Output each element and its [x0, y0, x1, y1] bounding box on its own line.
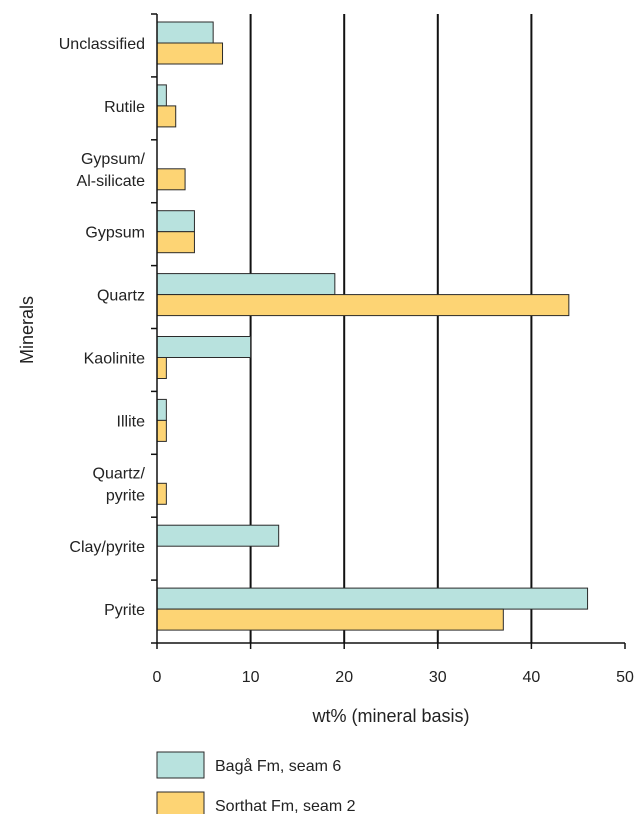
category-label: Quartz/pyrite — [93, 465, 146, 504]
tick-labels: 0 10 20 30 40 50 — [153, 669, 634, 686]
bar-series1-cat6 — [156, 419, 167, 442]
category-label: Rutile — [104, 99, 145, 116]
bar-series0-cat9 — [156, 587, 589, 610]
bar-series0-cat6 — [156, 398, 167, 421]
bar-series0-cat5 — [156, 336, 252, 358]
bar-series1-cat2 — [156, 168, 186, 191]
bar-series1-cat7 — [156, 482, 167, 505]
category-label: Pyrite — [104, 602, 145, 619]
bar-series1-cat1 — [156, 105, 177, 128]
x-tick-label: 40 — [523, 669, 541, 686]
bar-series1-cat0 — [156, 42, 224, 65]
x-tick-label: 10 — [242, 669, 260, 686]
axes — [151, 13, 626, 649]
bar-series1-cat5 — [156, 357, 167, 379]
x-tick-label: 30 — [429, 669, 447, 686]
legend: Bagå Fm, seam 6 Sorthat Fm, seam 2 — [156, 751, 356, 814]
legend-swatch-0 — [156, 751, 205, 779]
category-label: Gypsum/Al-silicate — [77, 151, 146, 190]
bar-series0-cat1 — [156, 84, 167, 107]
bar-series1-cat9 — [156, 608, 504, 631]
category-label: Illite — [117, 413, 146, 430]
x-tick-label: 50 — [616, 669, 634, 686]
category-label: Quartz — [97, 288, 145, 305]
legend-label-1: Sorthat Fm, seam 2 — [215, 798, 356, 814]
x-tick-label: 20 — [335, 669, 353, 686]
grid — [249, 14, 533, 643]
bar-series0-cat4 — [156, 273, 336, 296]
legend-label-0: Bagå Fm, seam 6 — [215, 757, 341, 775]
category-label: Unclassified — [59, 36, 145, 53]
bar-series0-cat3 — [156, 210, 195, 233]
category-label: Clay/pyrite — [69, 539, 145, 556]
category-labels: Unclassified Rutile Gypsum/Al-silicate Gyps… — [59, 36, 146, 619]
x-axis-title: wt% (mineral basis) — [311, 706, 469, 726]
bars — [156, 21, 589, 631]
bar-series0-cat0 — [156, 21, 214, 44]
bar-series1-cat3 — [156, 231, 195, 254]
y-axis-title: Minerals — [17, 296, 37, 364]
category-label: Kaolinite — [84, 351, 145, 368]
legend-swatch-1 — [156, 791, 205, 814]
category-label: Gypsum — [85, 225, 145, 242]
x-tick-label: 0 — [153, 669, 162, 686]
bar-series0-cat8 — [156, 524, 280, 547]
bar-series1-cat4 — [156, 294, 570, 317]
